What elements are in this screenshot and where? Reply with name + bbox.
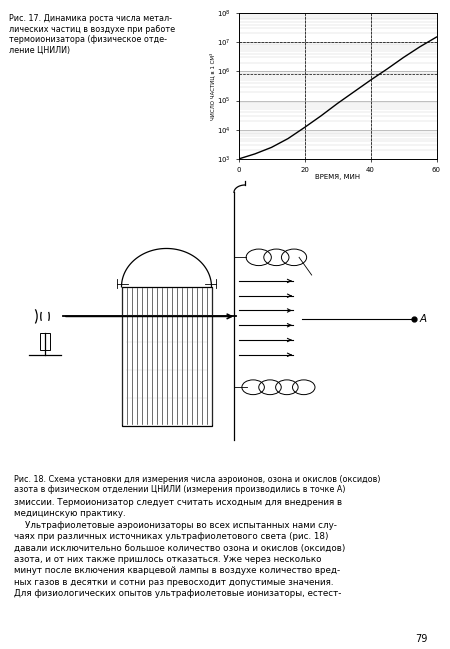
Bar <box>122 287 212 426</box>
Text: Рис. 18. Схема установки для измерения числа аэроионов, озона и окислов (оксидов: Рис. 18. Схема установки для измерения ч… <box>14 475 380 495</box>
Bar <box>40 333 50 350</box>
Text: змиссии. Термоионизатор следует считать исходным для внедрения в
медицинскую пра: змиссии. Термоионизатор следует считать … <box>14 498 345 598</box>
X-axis label: ВРЕМЯ, МИН: ВРЕМЯ, МИН <box>315 174 360 180</box>
Text: 79: 79 <box>415 634 428 644</box>
Text: Рис. 17. Динамика роста числа метал-
лических частиц в воздухе при работе
термои: Рис. 17. Динамика роста числа метал- лич… <box>9 14 175 55</box>
Y-axis label: ЧИСЛО ЧАСТИЦ в 1 СМ³: ЧИСЛО ЧАСТИЦ в 1 СМ³ <box>210 53 216 119</box>
Text: A: A <box>419 314 427 324</box>
